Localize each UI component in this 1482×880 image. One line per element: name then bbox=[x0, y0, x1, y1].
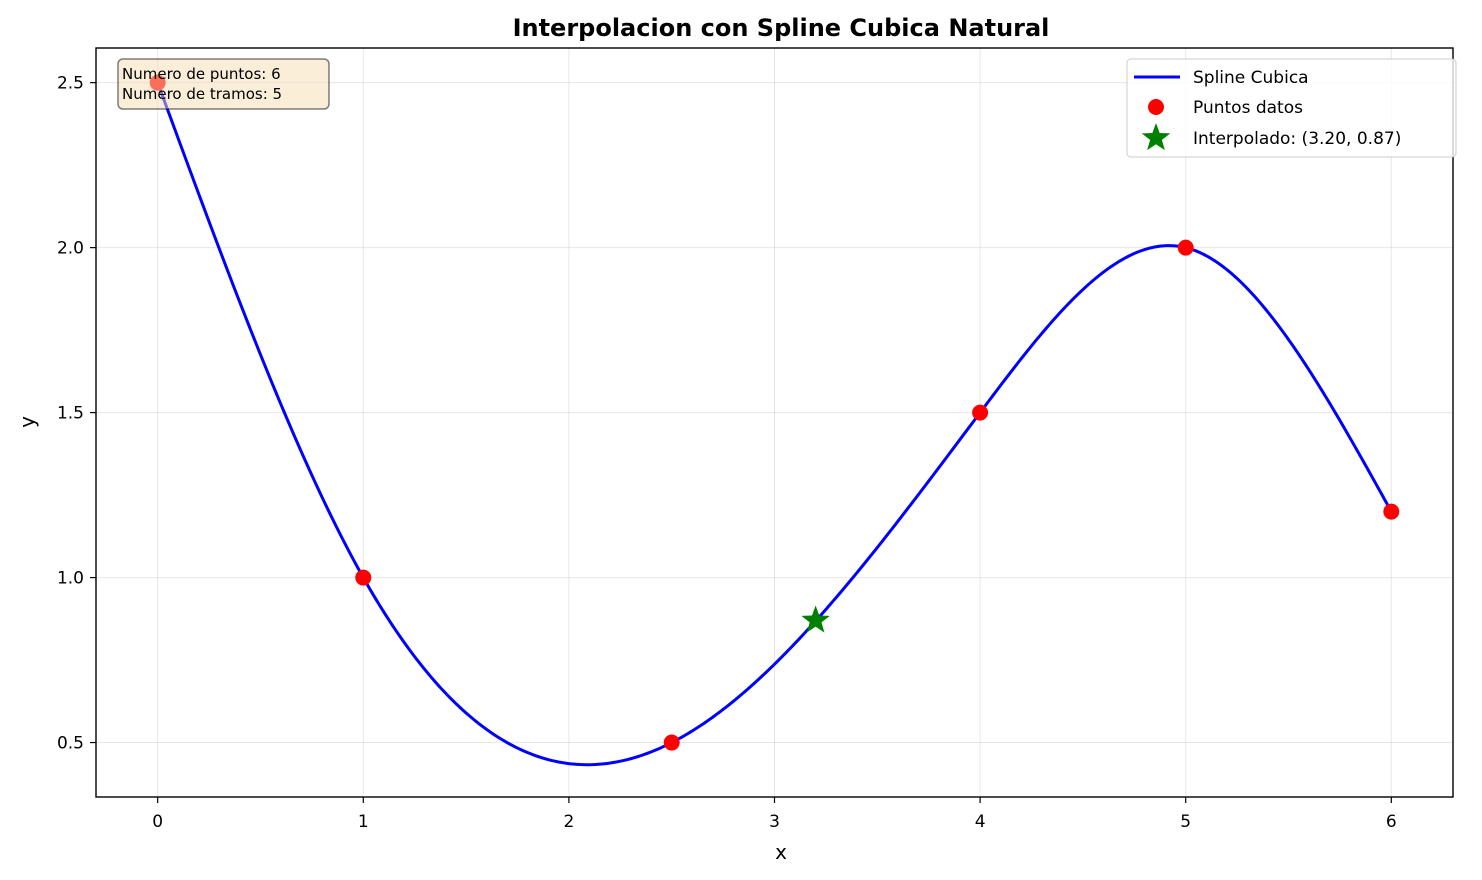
y-tick-label: 1.5 bbox=[57, 404, 84, 424]
info-box-line: Numero de puntos: 6 bbox=[122, 65, 281, 83]
ticks-layer: 0 1 2 3 4 5 6 0.5 1.0 1.5 2.0 2.5 bbox=[57, 74, 1397, 832]
legend-label: Interpolado: (3.20, 0.87) bbox=[1193, 129, 1401, 149]
legend-frame bbox=[1126, 58, 1457, 158]
legend-label: Puntos datos bbox=[1193, 98, 1303, 118]
data-point bbox=[1383, 503, 1400, 520]
y-tick-label: 2.5 bbox=[57, 74, 84, 94]
data-point bbox=[663, 734, 680, 751]
x-tick-label: 0 bbox=[152, 812, 163, 832]
interpolated-star bbox=[801, 605, 830, 633]
y-axis-label: y bbox=[15, 416, 39, 428]
legend-label: Spline Cubica bbox=[1193, 68, 1309, 88]
y-tick-label: 1.0 bbox=[57, 569, 84, 589]
y-tick-label: 2.0 bbox=[57, 239, 84, 259]
legend-dot-swatch bbox=[1148, 99, 1164, 115]
x-tick-label: 6 bbox=[1386, 812, 1397, 832]
legend-star-swatch bbox=[1141, 123, 1171, 151]
data-point bbox=[1177, 239, 1194, 256]
x-tick-label: 2 bbox=[563, 812, 574, 832]
y-tick-label: 0.5 bbox=[57, 734, 84, 754]
x-tick-label: 1 bbox=[358, 812, 369, 832]
info-box-line: Numero de tramos: 5 bbox=[122, 85, 282, 103]
data-point bbox=[972, 404, 989, 421]
legend: Spline Cubica Puntos datos Interpolado: (3… bbox=[1126, 58, 1457, 158]
x-tick-label: 5 bbox=[1180, 812, 1191, 832]
info-box-frame bbox=[117, 58, 330, 110]
x-tick-label: 3 bbox=[769, 812, 780, 832]
info-box: Numero de puntos: 6 Numero de tramos: 5 bbox=[117, 58, 330, 110]
chart-title: Interpolacion con Spline Cubica Natural bbox=[513, 14, 1050, 42]
grid-layer bbox=[96, 48, 1453, 797]
x-axis-label: x bbox=[775, 840, 787, 864]
data-point bbox=[355, 569, 372, 586]
x-tick-label: 4 bbox=[975, 812, 986, 832]
